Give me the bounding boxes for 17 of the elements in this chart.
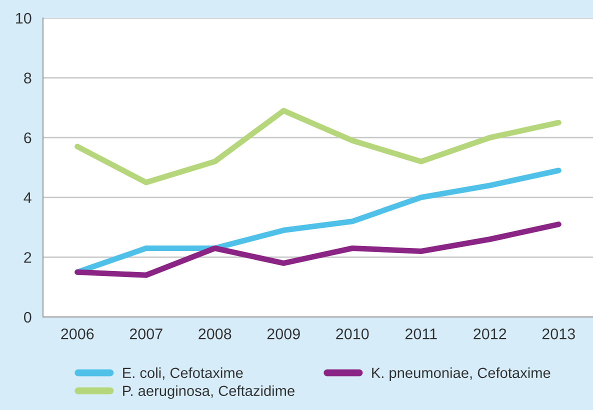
x-tick-label: 2007 [130,328,162,340]
x-tick-label: 2009 [267,328,300,340]
x-tick-label: 2006 [61,328,94,340]
y-tick-label: 8 [24,72,32,84]
x-tick-label: 2011 [405,328,437,340]
legend-label: P. aeruginosa, Ceftazidime [123,385,294,399]
y-tick-label: 2 [24,252,32,263]
y-tick-label: 6 [24,132,32,144]
x-tick-label: 2013 [542,328,575,340]
x-tick-label: 2010 [336,328,369,340]
y-tick-label: 0 [24,312,32,323]
legend-label: E. coli, Cefotaxime [123,367,243,380]
y-tick-label: 10 [16,12,32,24]
legend-label: K. pneumoniae, Cefotaxime [372,367,550,381]
y-tick-label: 4 [24,192,32,203]
x-tick-label: 2012 [474,328,506,340]
x-tick-label: 2008 [198,328,232,340]
